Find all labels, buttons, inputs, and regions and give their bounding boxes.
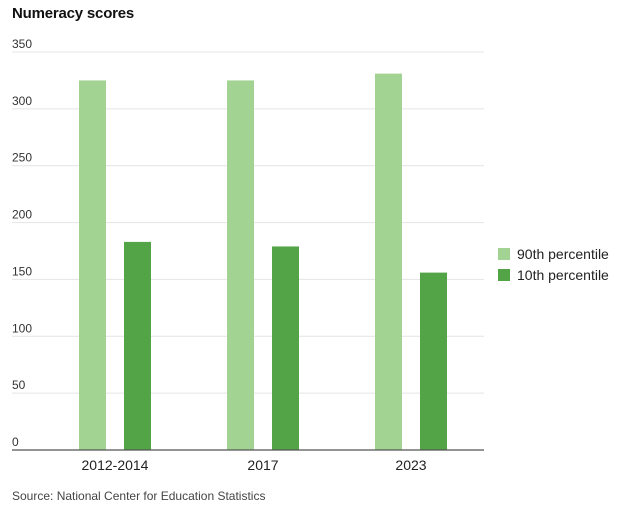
y-tick-label: 350 bbox=[12, 37, 32, 51]
x-axis-labels: 2012-2014 2017 2023 bbox=[82, 457, 427, 473]
y-tick-label: 150 bbox=[12, 264, 32, 278]
y-tick-label: 0 bbox=[12, 435, 19, 449]
bars bbox=[79, 73, 447, 450]
y-tick-label: 200 bbox=[12, 208, 32, 222]
y-tick-label: 300 bbox=[12, 94, 32, 108]
legend-swatch bbox=[498, 268, 510, 281]
y-axis-ticks: 0 50 100 150 200 250 300 350 bbox=[12, 37, 32, 449]
legend: 90th percentile 10th percentile bbox=[498, 243, 609, 285]
bar-90th-2023 bbox=[375, 73, 402, 450]
bar-90th-2017 bbox=[227, 80, 254, 450]
x-category-label: 2017 bbox=[247, 457, 278, 473]
bar-10th-2012-2014 bbox=[124, 241, 151, 450]
y-tick-label: 250 bbox=[12, 151, 32, 165]
bar-10th-2017 bbox=[272, 246, 299, 450]
y-tick-label: 50 bbox=[12, 378, 26, 392]
legend-swatch bbox=[498, 247, 510, 260]
bar-10th-2023 bbox=[420, 272, 447, 450]
legend-item: 10th percentile bbox=[498, 264, 609, 285]
chart-title: Numeracy scores bbox=[12, 5, 135, 22]
source-note: Source: National Center for Education St… bbox=[12, 489, 266, 503]
bar-90th-2012-2014 bbox=[79, 80, 106, 450]
legend-label: 90th percentile bbox=[517, 245, 609, 262]
x-category-label: 2023 bbox=[395, 457, 426, 473]
legend-item: 90th percentile bbox=[498, 243, 609, 264]
x-category-label: 2012-2014 bbox=[82, 457, 149, 473]
y-tick-label: 100 bbox=[12, 321, 32, 335]
legend-label: 10th percentile bbox=[517, 266, 609, 283]
